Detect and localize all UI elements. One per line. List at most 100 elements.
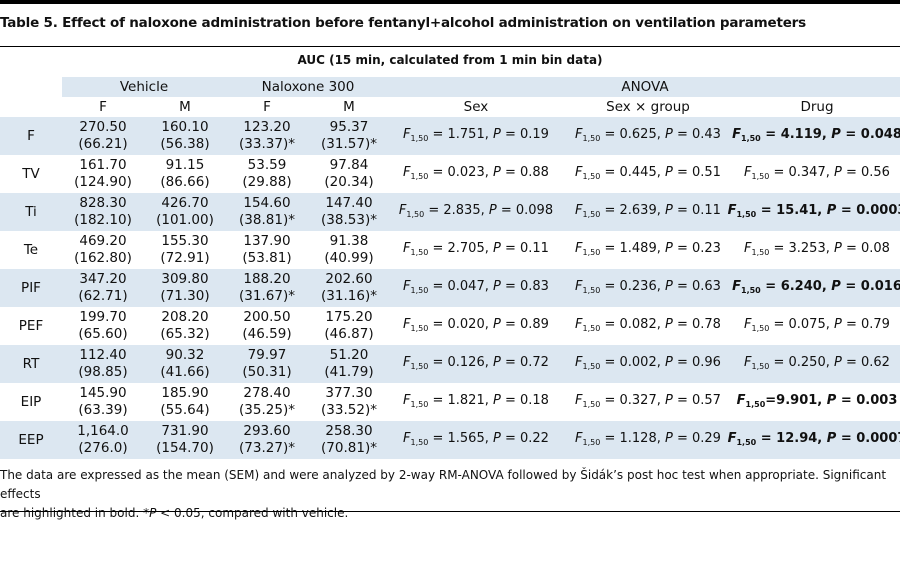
anova-statistic: F1,50 = 1.821, P = 0.18 [403,392,549,409]
p-symbol: P [488,202,497,218]
degrees-of-freedom: 1,50 [736,209,757,219]
mean-value: 161.70 [79,157,127,173]
cell-anova-sex-group: F1,50 = 0.082, P = 0.78 [562,307,734,345]
mean-value: 202.60 [325,271,373,287]
anova-statistic: F1,50 = 0.347, P = 0.56 [744,164,890,181]
sem-value: (55.64) [160,402,210,418]
f-symbol: F [403,126,411,142]
row-parameter: RT [22,355,40,372]
sem-value: (73.27)* [239,440,295,456]
f-symbol: F [575,392,583,408]
f-symbol: F [403,430,411,446]
sem-value: (71.30) [160,288,210,304]
cell-vehicle-m: 91.15 (86.66) [144,155,226,193]
mean-value: 258.30 [325,423,373,439]
f-value: 1.565 [447,430,485,446]
cell-anova-sex: F1,50 = 1.565, P = 0.22 [390,421,562,459]
p-symbol: P [826,392,837,408]
anova-statistic: F1,50 = 0.047, P = 0.83 [403,278,549,295]
cell-naloxone-f: 154.60 (38.81)* [226,193,308,231]
group-header-anova: ANOVA [390,77,900,97]
p-symbol: P [492,164,501,180]
anova-statistic: F1,50=9.901, P = 0.003 [736,392,898,409]
mean-value: 79.97 [247,347,287,363]
cell-anova-sex-group: F1,50 = 1.489, P = 0.23 [562,231,734,269]
f-value: 1.751 [447,126,485,142]
subheader-sex-group: Sex × group [606,99,690,115]
degrees-of-freedom: 1,50 [582,171,601,181]
mean-value: 309.80 [161,271,209,287]
degrees-of-freedom: 1,50 [410,247,429,257]
row-parameter: EIP [20,393,42,410]
f-symbol: F [403,354,411,370]
degrees-of-freedom: 1,50 [741,285,761,295]
p-value: 0.43 [692,126,721,142]
p-symbol: P [664,316,673,332]
row-parameter: PEF [18,317,44,334]
anova-statistic: F1,50 = 0.075, P = 0.79 [744,316,890,333]
sem-value: (66.21) [78,136,128,152]
mean-value: 293.60 [243,423,291,439]
table-row: RT 112.40 (98.85) 90.32 (41.66) 79.97 (50.31) 5… [0,345,900,383]
table-row: Ti 828.30 (182.10) 426.70 (101.00) 154.60 (38.… [0,193,900,231]
p-value: 0.048 [860,126,900,142]
anova-statistic: F1,50 = 0.250, P = 0.62 [744,354,890,371]
sem-value: (33.52)* [321,402,377,418]
mean-value: 185.90 [161,385,209,401]
mean-value: 175.20 [325,309,373,325]
table-row: PEF 199.70 (65.60) 208.20 (65.32) 200.50 (46.5… [0,307,900,345]
anova-statistic: F1,50 = 2.835, P = 0.098 [398,202,554,219]
cell-anova-sex: F1,50 = 1.821, P = 0.18 [390,383,562,421]
anova-statistic: F1,50 = 1.565, P = 0.22 [403,430,549,447]
footnote-line-1: The data are expressed as the mean (SEM)… [0,468,887,501]
cell-vehicle-m: 90.32 (41.66) [144,345,226,383]
p-symbol: P [664,164,673,180]
sem-value: (182.10) [74,212,132,228]
cell-naloxone-m: 202.60 (31.16)* [308,269,390,307]
cell-vehicle-f: 161.70 (124.90) [62,155,144,193]
sem-value: (56.38) [160,136,210,152]
row-parameter: Te [23,241,39,258]
f-value: 6.240 [780,278,822,294]
cell-anova-sex: F1,50 = 1.751, P = 0.19 [390,117,562,155]
sem-value: (62.71) [78,288,128,304]
subheader-vehicle-f: F [99,99,107,115]
degrees-of-freedom: 1,50 [410,437,429,447]
row-parameter: EEP [18,431,44,448]
mean-value: 377.30 [325,385,373,401]
p-symbol: P [492,278,501,294]
cell-anova-drug: F1,50 = 4.119, P = 0.048 [732,117,900,155]
table-row: EEP 1,164.0 (276.0) 731.90 (154.70) 293.60 (73… [0,421,900,459]
cell-naloxone-f: 79.97 (50.31) [226,345,308,383]
cell-anova-sex: F1,50 = 0.020, P = 0.89 [390,307,562,345]
sem-value: (41.66) [160,364,210,380]
cell-anova-sex-group: F1,50 = 0.445, P = 0.51 [562,155,734,193]
cell-vehicle-f: 270.50 (66.21) [62,117,144,155]
f-value: 0.445 [619,164,657,180]
f-symbol: F [575,316,583,332]
mean-value: 91.38 [329,233,369,249]
sem-value: (31.16)* [321,288,377,304]
subheader-sex: Sex [463,99,489,115]
mean-value: 828.30 [79,195,127,211]
anova-statistic: F1,50 = 0.023, P = 0.88 [403,164,549,181]
p-value: 0.23 [692,240,721,256]
cell-vehicle-m: 155.30 (72.91) [144,231,226,269]
mean-value: 112.40 [79,347,127,363]
p-symbol: P [664,240,673,256]
row-parameter: TV [22,165,40,182]
mean-value: 469.20 [79,233,127,249]
cell-vehicle-f: 347.20 (62.71) [62,269,144,307]
cell-naloxone-f: 200.50 (46.59) [226,307,308,345]
f-value: 0.002 [619,354,657,370]
cell-vehicle-m: 309.80 (71.30) [144,269,226,307]
cell-naloxone-m: 175.20 (46.87) [308,307,390,345]
anova-statistic: F1,50 = 15.41, P = 0.0003 [728,202,900,223]
p-value: 0.098 [515,202,554,218]
f-symbol: F [403,316,411,332]
f-value: 1.128 [619,430,657,446]
f-symbol: F [575,126,583,142]
table-row: TV 161.70 (124.90) 91.15 (86.66) 53.59 (29.88)… [0,155,900,193]
p-symbol: P [664,126,673,142]
f-value: 0.082 [619,316,657,332]
